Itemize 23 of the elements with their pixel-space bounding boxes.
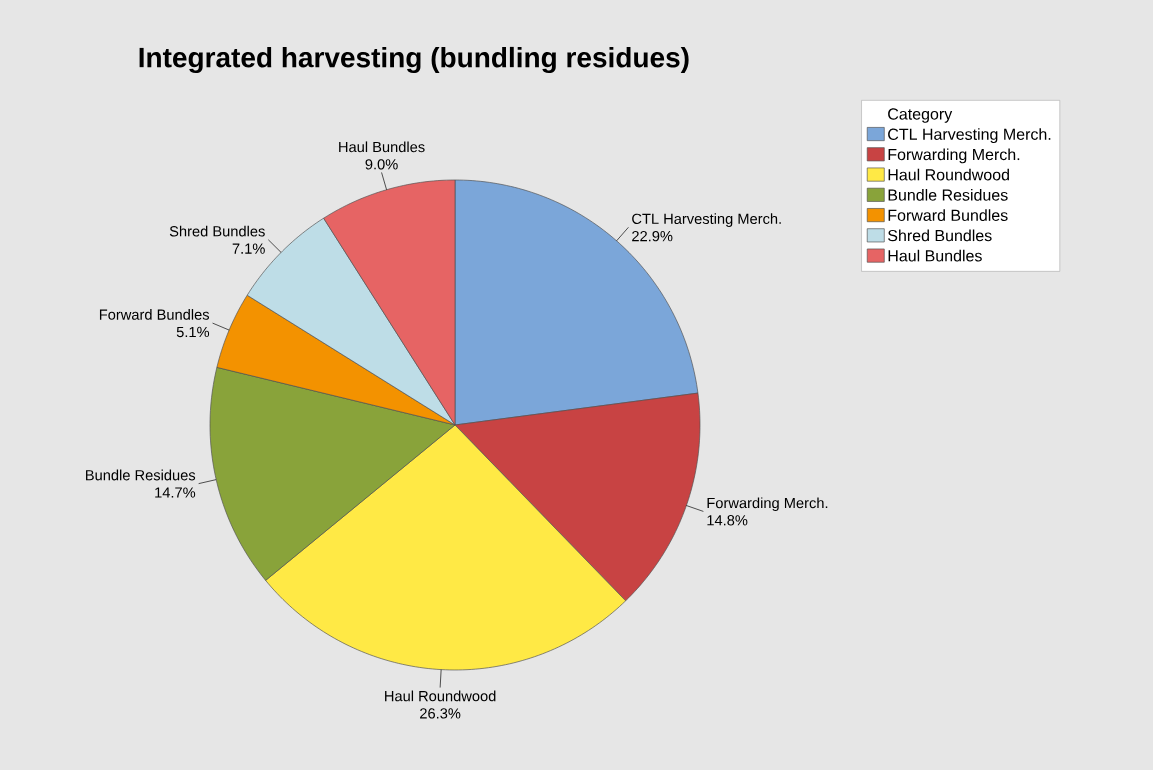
- legend-label: Haul Roundwood: [888, 168, 1009, 181]
- legend-label: Forwarding Merch.: [888, 148, 1020, 164]
- data-label: 14.8%: [707, 515, 748, 526]
- data-label: 14.7%: [155, 487, 196, 498]
- data-label: 7.1%: [232, 243, 265, 254]
- legend-label: Forward Bundles: [888, 209, 1008, 221]
- slice-label: Forwarding Merch.: [707, 497, 828, 512]
- data-label: 5.1%: [176, 326, 210, 338]
- legend-title: Category: [888, 108, 953, 123]
- legend-label: CTL Harvesting Merch.: [888, 128, 1051, 144]
- slice-label: Bundle Residues: [86, 469, 196, 481]
- data-label: 9.0%: [365, 159, 398, 170]
- legend-label: Shred Bundles: [888, 229, 992, 242]
- slice-label: Shred Bundles: [169, 225, 265, 237]
- slice-label: Haul Roundwood: [385, 690, 496, 702]
- slice-label: Haul Bundles: [339, 141, 425, 153]
- data-label: 22.9%: [632, 230, 673, 242]
- chart-title: Integrated harvesting (bundling residues): [139, 46, 689, 74]
- slice-label: Forward Bundles: [99, 309, 210, 320]
- legend-label: Bundle Residues: [888, 188, 1008, 201]
- data-label: 26.3%: [420, 708, 461, 719]
- legend-label: Haul Bundles: [888, 249, 982, 262]
- slice-label: CTL Harvesting Merch.: [632, 213, 781, 227]
